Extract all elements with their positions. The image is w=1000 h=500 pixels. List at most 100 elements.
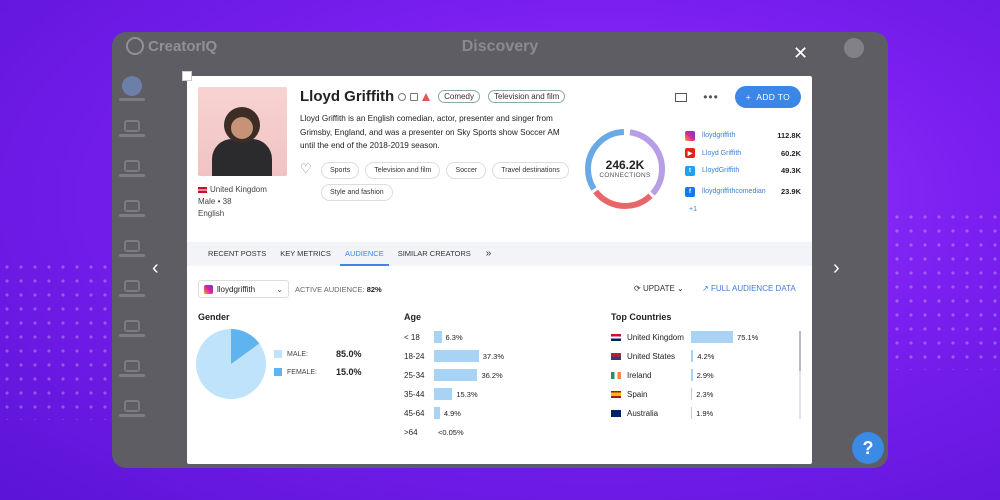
age-bar [434,350,479,362]
legend-swatch [274,368,282,376]
next-arrow-icon[interactable]: › [833,257,840,279]
more-options-icon[interactable]: ••• [703,90,719,104]
account-select[interactable]: lloydgriffith ⌄ [198,280,289,298]
sidebar-label [119,253,145,257]
sidebar-icon [122,75,142,96]
profile-gender: Male [198,197,216,206]
legend-swatch [274,350,282,358]
age-bar [434,331,442,343]
app-header: CreatorIQ [112,32,888,60]
tab-recent-posts[interactable]: RECENT POSTS [208,249,267,258]
sidebar-label [119,413,145,417]
sidebar-label [119,293,145,297]
verified-icon [398,92,407,101]
social-row-twitter: t LloydGriffith 49.3K [685,162,801,180]
interest-tag[interactable]: Soccer [446,162,487,179]
uk-flag-icon [198,186,207,193]
age-value: <0.05% [438,427,464,437]
profile-demographics: Male • 38 [198,196,267,208]
logo-text: CreatorIQ [148,37,218,55]
country-value: 4.2% [697,351,715,361]
photo-body [212,139,272,176]
heart-icon[interactable]: ♡ [300,161,312,176]
refresh-icon: ⟳ [634,284,641,293]
age-label: 25-34 [404,370,425,380]
youtube-icon: ▶ [685,148,695,159]
social-count: 49.3K [780,166,801,176]
age-value: 37.3% [482,351,505,361]
age-label: < 18 [404,332,420,342]
age-bar-row: >64 <0.05% [404,425,464,439]
age-bar [434,369,478,381]
donut-segment-blue [585,129,665,209]
add-to-button[interactable]: + ADD TO [734,86,801,108]
legend-value: 85.0% [336,349,362,359]
mail-icon[interactable] [675,92,688,102]
sidebar-icon [124,159,140,172]
country-label: Australia [627,408,659,418]
age-value: 36.2% [481,370,503,380]
tab-similar-creators[interactable]: SIMILAR CREATORS [397,249,471,258]
instagram-icon [204,284,213,294]
sidebar-item [112,308,152,348]
interest-tag[interactable]: Sports [321,162,360,179]
scrollbar-track[interactable] [799,331,801,419]
social-handle[interactable]: lloydgriffithcomedian [702,188,766,195]
country-flag-icon [611,352,621,360]
country-bar [691,331,734,343]
plus-icon: + [745,92,752,102]
social-count: 60.2K [780,148,801,158]
full-audience-data-link[interactable]: ↗ FULL AUDIENCE DATA [702,284,796,293]
copy-icon[interactable] [410,92,419,101]
active-audience-value: 82% [366,285,382,294]
facebook-icon: f [685,186,695,197]
country-bar-row: Spain 2.3% [611,387,713,401]
social-handle[interactable]: LloydGriffith [702,167,740,175]
sidebar-label [119,333,145,337]
country-value: 75.1% [737,332,759,342]
creator-bio: Lloyd Griffith is an English comedian, a… [300,114,560,150]
interest-tag[interactable]: Travel destinations [492,162,569,179]
social-accounts: lloydgriffith 112.8K ▶ Lloyd Griffith 60… [685,127,801,213]
social-handle[interactable]: lloydgriffith [702,132,736,140]
tab-key-metrics[interactable]: KEY METRICS [280,249,331,258]
help-button[interactable]: ? [852,432,884,464]
interest-tag[interactable]: Television and film [365,162,441,179]
sidebar-item [112,188,152,228]
more-tabs-icon[interactable]: » [485,248,492,259]
sidebar-icon [124,359,140,372]
tab-audience[interactable]: AUDIENCE [339,242,389,266]
sidebar-icon [124,319,140,332]
social-count: 112.8K [777,131,801,141]
profile-language: English [198,209,225,218]
age-title: Age [404,312,422,322]
sidebar-label [119,97,145,101]
sidebar-item [112,68,152,108]
prev-arrow-icon[interactable]: ‹ [152,257,159,279]
active-audience: ACTIVE AUDIENCE: 82% [295,285,382,294]
social-handle[interactable]: Lloyd Griffith [702,149,742,157]
category-tag[interactable]: Comedy [438,90,480,103]
donut-segment-red [585,129,665,209]
age-bar-row: 25-34 36.2% [404,368,503,382]
profile-photo [198,87,287,176]
scrollbar-thumb[interactable] [799,331,801,371]
gender-title: Gender [198,312,230,322]
close-icon[interactable]: ✕ [793,43,809,63]
age-bar [434,407,440,419]
top-actions: ••• + ADD TO [675,86,801,108]
sidebar-icon [124,239,140,252]
sidebar-item [112,348,152,388]
more-socials-link[interactable]: +1 [689,205,697,213]
account-select-value: lloydgriffith [217,284,256,294]
category-tag[interactable]: Television and film [487,90,566,103]
legend-value: 15.0% [336,367,362,377]
sidebar-item [112,268,152,308]
update-button[interactable]: ⟳ UPDATE ⌄ [634,284,684,293]
legend-label: MALE: [287,350,309,358]
interest-tag[interactable]: Style and fashion [321,184,393,201]
profile-meta: United Kingdom Male • 38 English [198,184,267,220]
external-link-icon: ↗ [702,284,709,293]
sidebar-icon [124,279,140,292]
country-bar [691,369,693,381]
